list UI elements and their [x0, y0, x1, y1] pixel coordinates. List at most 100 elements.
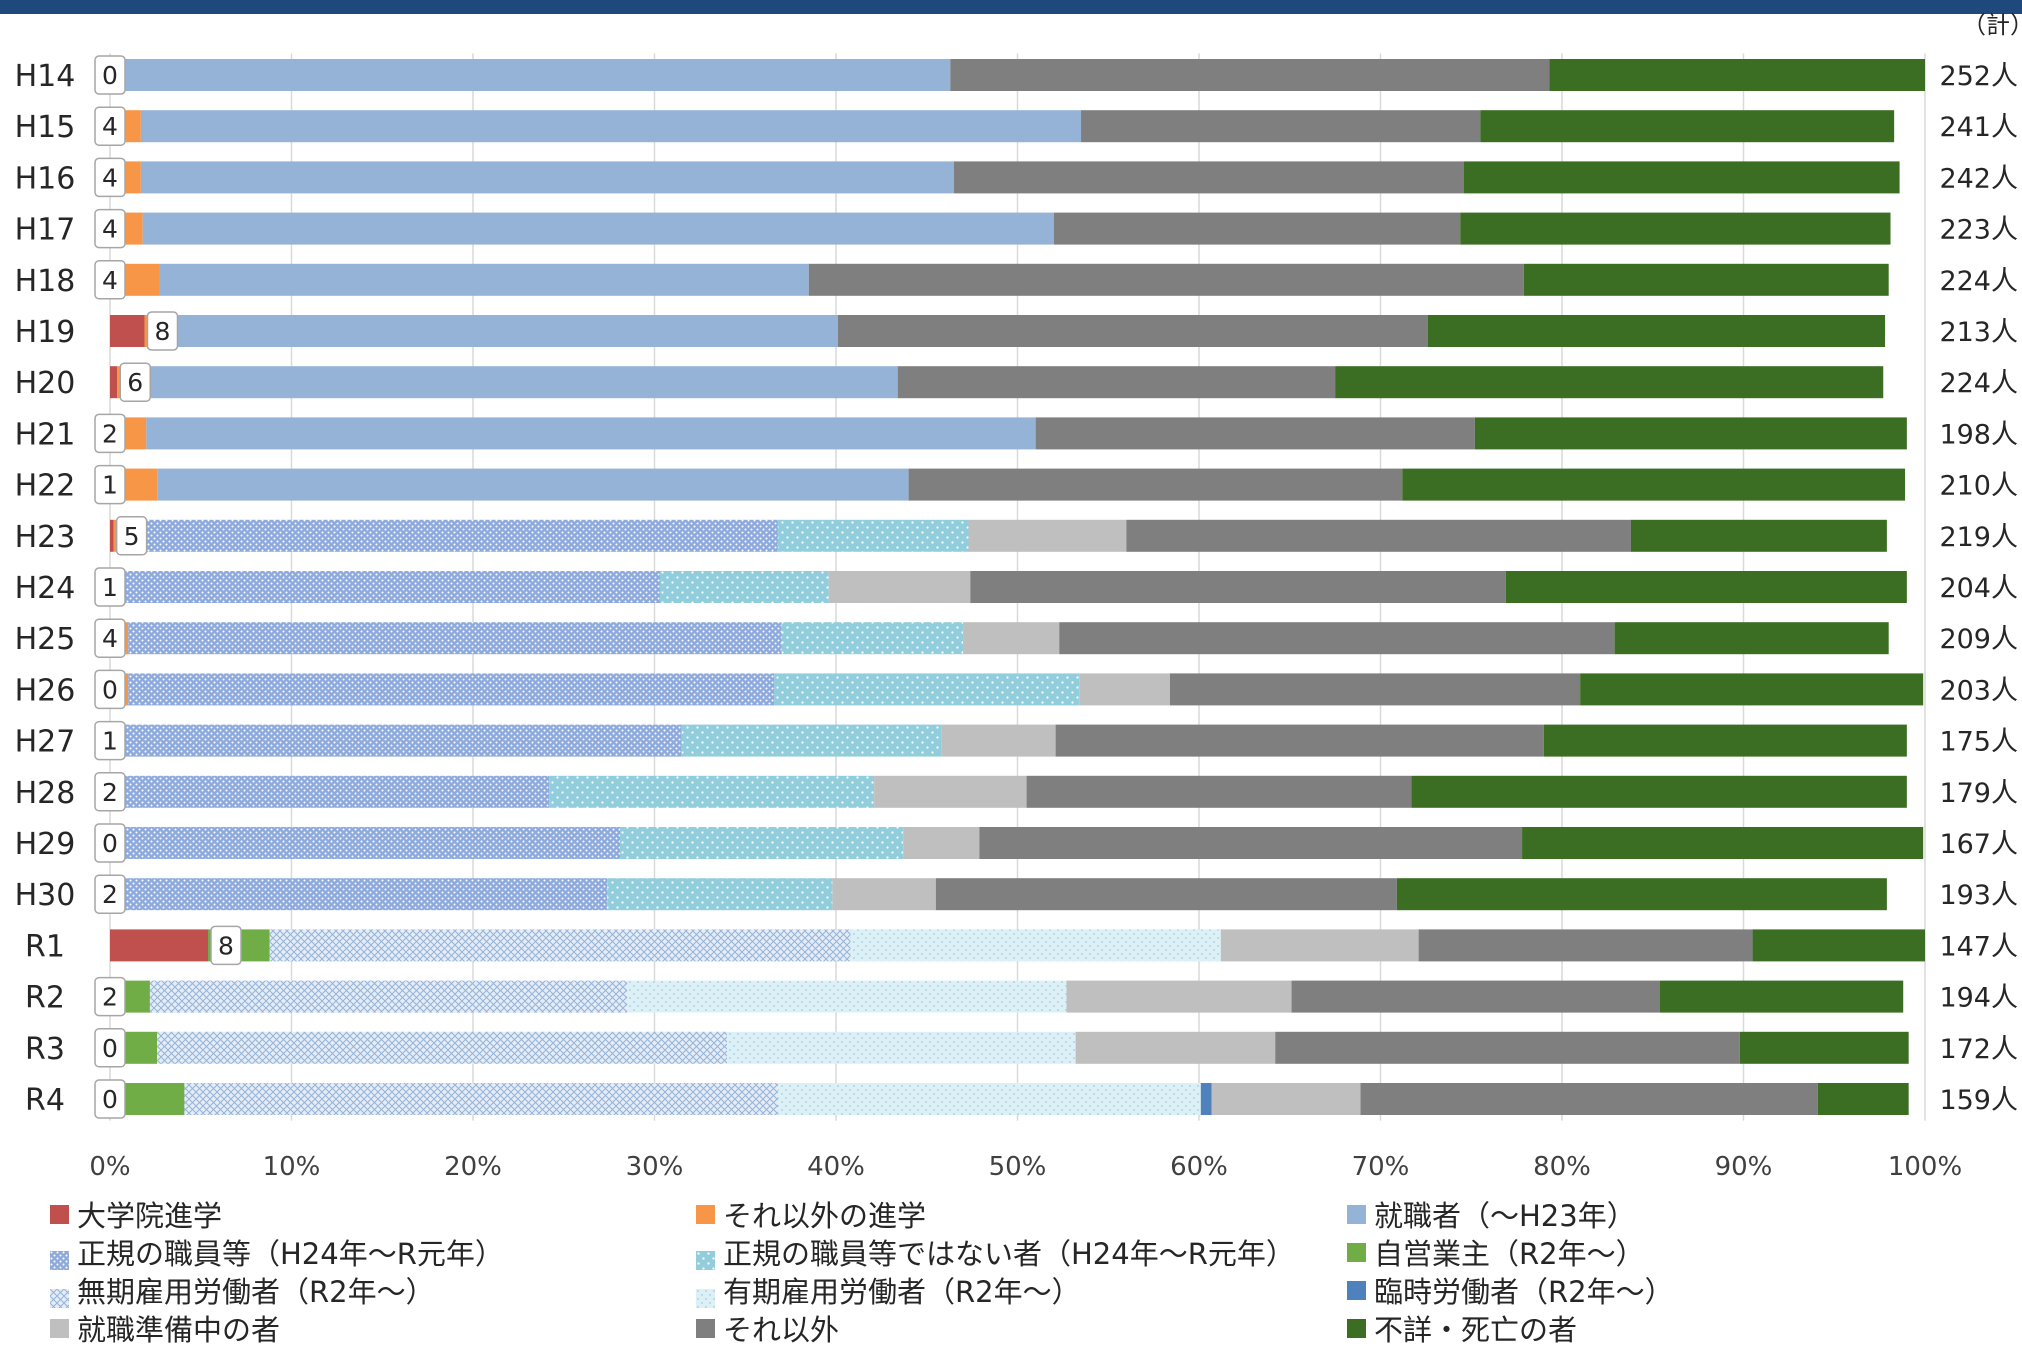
- bar-segment: [1630, 519, 1887, 552]
- total-label: 203人: [1939, 675, 2018, 706]
- legend-swatch: [50, 1204, 69, 1224]
- bars: [110, 59, 1925, 1115]
- category-label: R2: [25, 981, 65, 1016]
- legend-item: 臨時労働者（R2年～）: [1347, 1272, 1674, 1309]
- count-label: 1: [102, 727, 118, 756]
- legend-label: 正規の職員等ではない者（H24年～R元年）: [723, 1237, 1295, 1271]
- bar-segment: [159, 263, 809, 296]
- category-label: H22: [15, 469, 76, 504]
- legend-label: 臨時労働者（R2年～）: [1374, 1275, 1674, 1309]
- category-label: H26: [15, 673, 76, 708]
- bar-segment: [941, 724, 1056, 757]
- total-label: 204人: [1939, 573, 2018, 604]
- total-label: 198人: [1939, 419, 2018, 450]
- count-label: 0: [102, 675, 118, 704]
- category-label: R1: [25, 929, 65, 964]
- total-label: 193人: [1939, 880, 2018, 911]
- bar-segment: [777, 1083, 1201, 1115]
- count-box: [94, 669, 126, 710]
- bar-segment: [681, 724, 942, 757]
- header-bar: [0, 0, 2022, 14]
- count-box: [94, 157, 126, 198]
- category-label: H16: [15, 161, 76, 196]
- bar-segment: [1291, 980, 1661, 1013]
- total-label: 224人: [1939, 266, 2018, 297]
- count-box: [94, 208, 126, 249]
- bar-segment: [160, 315, 838, 347]
- bar-segment: [1460, 212, 1891, 245]
- bar-segment: [1055, 724, 1544, 757]
- legend-item: それ以外の進学: [696, 1196, 926, 1233]
- legend-label: 有期雇用労働者（R2年～）: [723, 1275, 1081, 1309]
- bar-segment: [110, 59, 951, 91]
- bar-segment: [142, 366, 898, 399]
- legend-label: 無期雇用労働者（R2年～）: [77, 1275, 435, 1309]
- bar-segment: [110, 315, 145, 347]
- bar-segment: [659, 571, 829, 603]
- bar-segment: [903, 827, 980, 859]
- legend-label: 就職準備中の者: [77, 1313, 281, 1347]
- legend-item: 無期雇用労働者（R2年～）: [50, 1272, 435, 1309]
- total-label: 175人: [1939, 727, 2018, 758]
- count-box: [94, 464, 126, 505]
- bar-segment: [110, 724, 682, 757]
- total-label: 167人: [1939, 829, 2018, 860]
- bar-segment: [1505, 571, 1907, 603]
- category-label: H20: [15, 366, 76, 401]
- total-label: 209人: [1939, 624, 2018, 655]
- x-tick-label: 10%: [263, 1152, 321, 1182]
- bar-segment: [157, 1031, 728, 1064]
- legend-label: 就職者（～H23年）: [1374, 1199, 1636, 1233]
- legend-item: 就職者（～H23年）: [1347, 1196, 1636, 1233]
- category-label: H18: [15, 264, 76, 299]
- legend-item: 正規の職員等ではない者（H24年～R元年）: [696, 1234, 1295, 1271]
- legend-swatch: [1347, 1318, 1366, 1338]
- count-box: [94, 720, 126, 761]
- bar-segment: [781, 622, 964, 655]
- bar-segment: [1418, 929, 1753, 962]
- bar-segment: [122, 980, 150, 1013]
- count-label: 4: [102, 624, 118, 653]
- bar-segment: [1211, 1083, 1361, 1115]
- count-label: 2: [102, 983, 118, 1012]
- count-label: 0: [102, 1085, 118, 1114]
- count-label: 0: [102, 829, 118, 858]
- bar-segment: [727, 1031, 1076, 1064]
- bar-segment: [935, 878, 1397, 911]
- category-label: H27: [15, 725, 76, 760]
- legend: 大学院進学 それ以外の進学 就職者（～H23年） 正規の職員等（H24年～R元年） 正規…: [50, 1196, 2010, 1347]
- count-box: [146, 311, 179, 351]
- count-label: 0: [102, 1034, 118, 1063]
- total-label: 241人: [1939, 112, 2018, 143]
- bar-segment: [1026, 775, 1412, 808]
- x-tick-label: 20%: [444, 1152, 502, 1182]
- total-label: 194人: [1939, 983, 2018, 1014]
- legend-swatch: [1347, 1204, 1366, 1224]
- bar-segment: [110, 827, 621, 859]
- count-label: 0: [102, 61, 118, 90]
- count-label: 8: [218, 931, 234, 960]
- count-label: 6: [127, 368, 143, 397]
- bar-segment: [1549, 59, 1925, 91]
- x-tick-label: 0%: [89, 1152, 130, 1182]
- legend-item: 有期雇用労働者（R2年～）: [696, 1272, 1081, 1309]
- bar-segment: [979, 827, 1523, 859]
- category-label: H17: [15, 213, 76, 248]
- total-label: 172人: [1939, 1034, 2018, 1065]
- count-box: [94, 772, 126, 812]
- bar-segment: [1275, 1031, 1740, 1064]
- bar-segment: [1059, 622, 1615, 655]
- legend-swatch: [1347, 1242, 1366, 1262]
- bar-segment: [1463, 161, 1900, 194]
- bar-segment: [850, 929, 1221, 962]
- total-label: 179人: [1939, 778, 2018, 809]
- bar-segment: [149, 980, 628, 1013]
- legend-item: 就職準備中の者: [50, 1310, 281, 1347]
- category-label: R4: [25, 1083, 65, 1118]
- bar-segment: [1752, 929, 1925, 962]
- legend-swatch: [1347, 1280, 1366, 1300]
- bar-segment: [1053, 212, 1461, 245]
- legend-label: 不詳・死亡の者: [1374, 1313, 1578, 1347]
- count-label: 4: [102, 266, 118, 295]
- unit-label: （計）: [1962, 11, 2022, 39]
